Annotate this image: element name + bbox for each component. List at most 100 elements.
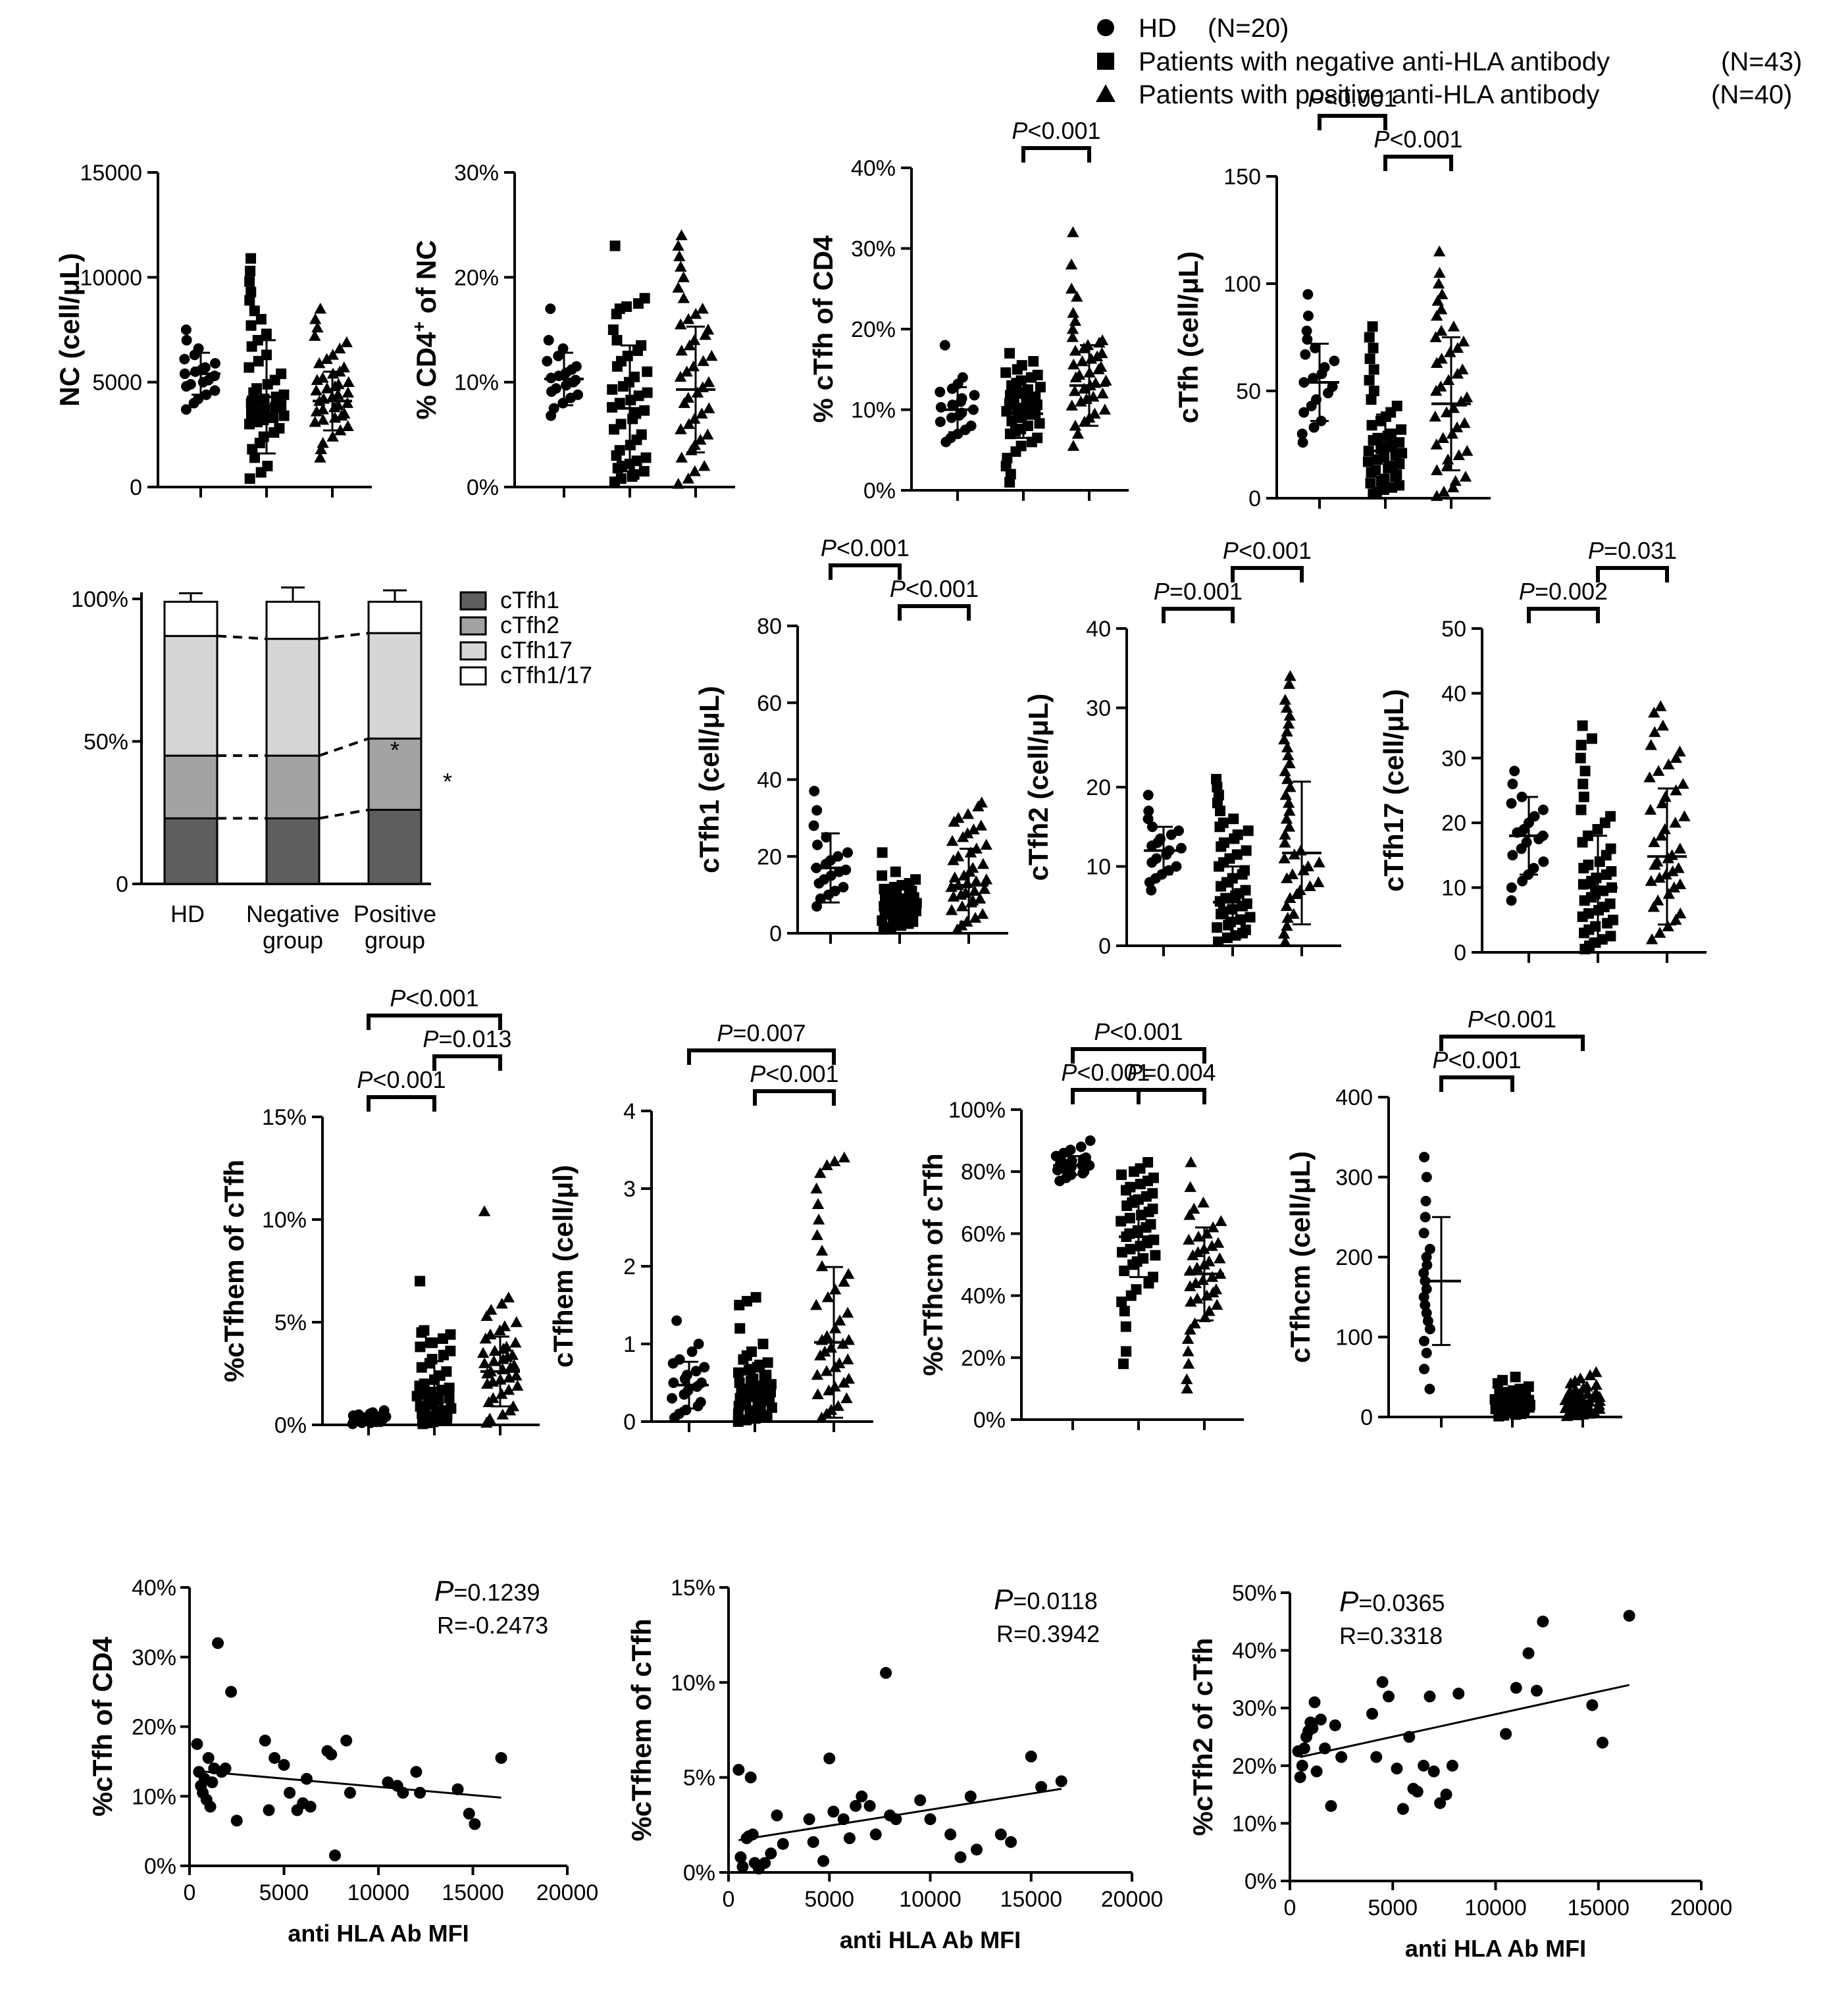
data-point-triangle: [1206, 1240, 1218, 1251]
data-point-triangle: [675, 423, 687, 434]
data-point-triangle: [1649, 726, 1661, 737]
x-tick-label: 5000: [804, 1887, 854, 1912]
data-point-triangle: [1662, 888, 1675, 899]
data-point-circle: [1424, 1383, 1435, 1395]
p-value-symbol: P: [1308, 85, 1323, 112]
data-point-square: [244, 419, 255, 430]
significance-bracket: [1071, 1047, 1206, 1064]
data-point-square: [1034, 418, 1045, 429]
y-tick-label: 20%: [454, 265, 499, 290]
y-axis-title: %cTfh2 of cTfh: [1187, 1638, 1218, 1836]
y-tick-label: 30%: [851, 237, 896, 262]
data-point-triangle: [1431, 294, 1444, 306]
data-point-circle: [193, 394, 204, 405]
x-category-label: group: [263, 927, 323, 954]
data-point-triangle: [1096, 334, 1109, 346]
data-point-triangle: [1191, 1262, 1204, 1273]
y-tick-label: 15%: [262, 1105, 307, 1130]
data-point-square: [1368, 386, 1379, 396]
data-point-circle: [219, 1762, 232, 1774]
p-value-symbol: P: [750, 1060, 765, 1087]
data-point-circle: [1421, 1308, 1432, 1319]
data-point-square: [1228, 813, 1239, 825]
y-axis-title: cTfhcm (cell/μL): [1285, 1151, 1316, 1363]
data-point-triangle: [342, 376, 355, 388]
legend-label: HD: [1139, 14, 1177, 43]
regression-line: [1300, 1684, 1630, 1759]
x-axis-title: anti HLA Ab MFI: [1405, 1935, 1586, 1962]
data-point-triangle: [1191, 1293, 1204, 1304]
legend-swatch: [459, 616, 487, 636]
data-point-circle: [812, 839, 823, 850]
y-tick-label: 20%: [1232, 1754, 1277, 1779]
data-point-triangle: [496, 1297, 508, 1309]
y-tick-label: 0%: [274, 1413, 307, 1438]
data-point-triangle: [1277, 927, 1291, 939]
data-point-triangle: [696, 302, 709, 314]
legend-label: Patients with positive anti-HLA antibody: [1139, 80, 1599, 109]
data-point-circle: [1335, 1751, 1348, 1763]
data-point-circle: [1142, 813, 1154, 825]
data-point-triangle: [829, 1283, 842, 1295]
data-point-square: [1124, 1212, 1135, 1223]
data-point-circle: [1446, 1759, 1458, 1772]
r-value-label: R=0.3318: [1339, 1622, 1443, 1649]
data-point-triangle: [702, 323, 715, 335]
x-axis-title: anti HLA Ab MFI: [840, 1926, 1021, 1953]
y-tick-label: 0: [130, 475, 142, 500]
data-point-square: [879, 883, 890, 894]
data-point-square: [1150, 1250, 1161, 1261]
data-point-square: [877, 870, 888, 881]
data-point-square: [1391, 469, 1402, 480]
p-value-text: =0.031: [1604, 537, 1677, 564]
y-axis-title: NC (cell/μL): [54, 253, 85, 406]
data-point-triangle: [1590, 1379, 1603, 1390]
data-point-triangle: [1282, 796, 1295, 808]
data-point-square: [1232, 829, 1243, 840]
correlation-panel: 0% 5% 10% 15% 0 5000 10000 15000 20000 anti HLA A…: [626, 1576, 1163, 1953]
data-point-square: [1138, 1253, 1149, 1264]
data-point-circle: [803, 1813, 815, 1826]
y-tick-label: 30: [1086, 696, 1111, 721]
p-value-text: =0.002: [1535, 578, 1608, 605]
data-point-triangle: [342, 386, 354, 398]
correlation-panel: 0% 10% 20% 30% 40% 50% 0 5000 10000 15000 20000 ant…: [1187, 1581, 1732, 1962]
data-point-circle: [1308, 1696, 1321, 1709]
data-point-triangle: [952, 850, 965, 862]
data-point-circle: [1418, 1227, 1429, 1239]
data-point-triangle: [977, 858, 990, 869]
data-point-circle: [964, 1790, 977, 1803]
data-point-triangle: [309, 313, 322, 324]
data-point-square: [761, 1370, 772, 1381]
data-point-circle: [378, 1405, 390, 1416]
data-point-triangle: [338, 361, 350, 373]
data-point-square: [253, 355, 264, 367]
data-point-square: [615, 473, 627, 484]
data-point-circle: [807, 1836, 819, 1848]
data-point-square: [445, 1329, 456, 1340]
data-point-circle: [863, 1799, 876, 1812]
data-point-circle: [1376, 1676, 1389, 1688]
data-point-triangle: [1430, 309, 1443, 321]
data-point-square: [636, 340, 647, 351]
y-axis-title: cTfh1 (cell/μL): [694, 686, 725, 873]
data-point-square: [1605, 811, 1616, 822]
data-point-circle: [1528, 863, 1539, 874]
data-point-circle: [970, 1843, 983, 1856]
data-point-circle: [542, 355, 553, 367]
data-point-square: [1015, 440, 1027, 451]
data-point-triangle: [332, 378, 345, 390]
p-value-symbol: P: [1094, 1018, 1110, 1045]
significance-bracket: [1383, 155, 1453, 171]
data-point-triangle: [1210, 1283, 1223, 1295]
y-tick-label: 0: [1454, 940, 1466, 965]
y-tick-label: 100%: [71, 587, 128, 612]
data-point-triangle: [1662, 758, 1675, 769]
data-point-triangle: [1674, 842, 1687, 854]
p-value-label: P<0.001: [1308, 85, 1397, 112]
data-point-square: [245, 286, 257, 297]
p-value-label: P=0.0365: [1339, 1585, 1445, 1618]
data-point-circle: [193, 343, 204, 354]
data-point-square: [1578, 791, 1589, 802]
